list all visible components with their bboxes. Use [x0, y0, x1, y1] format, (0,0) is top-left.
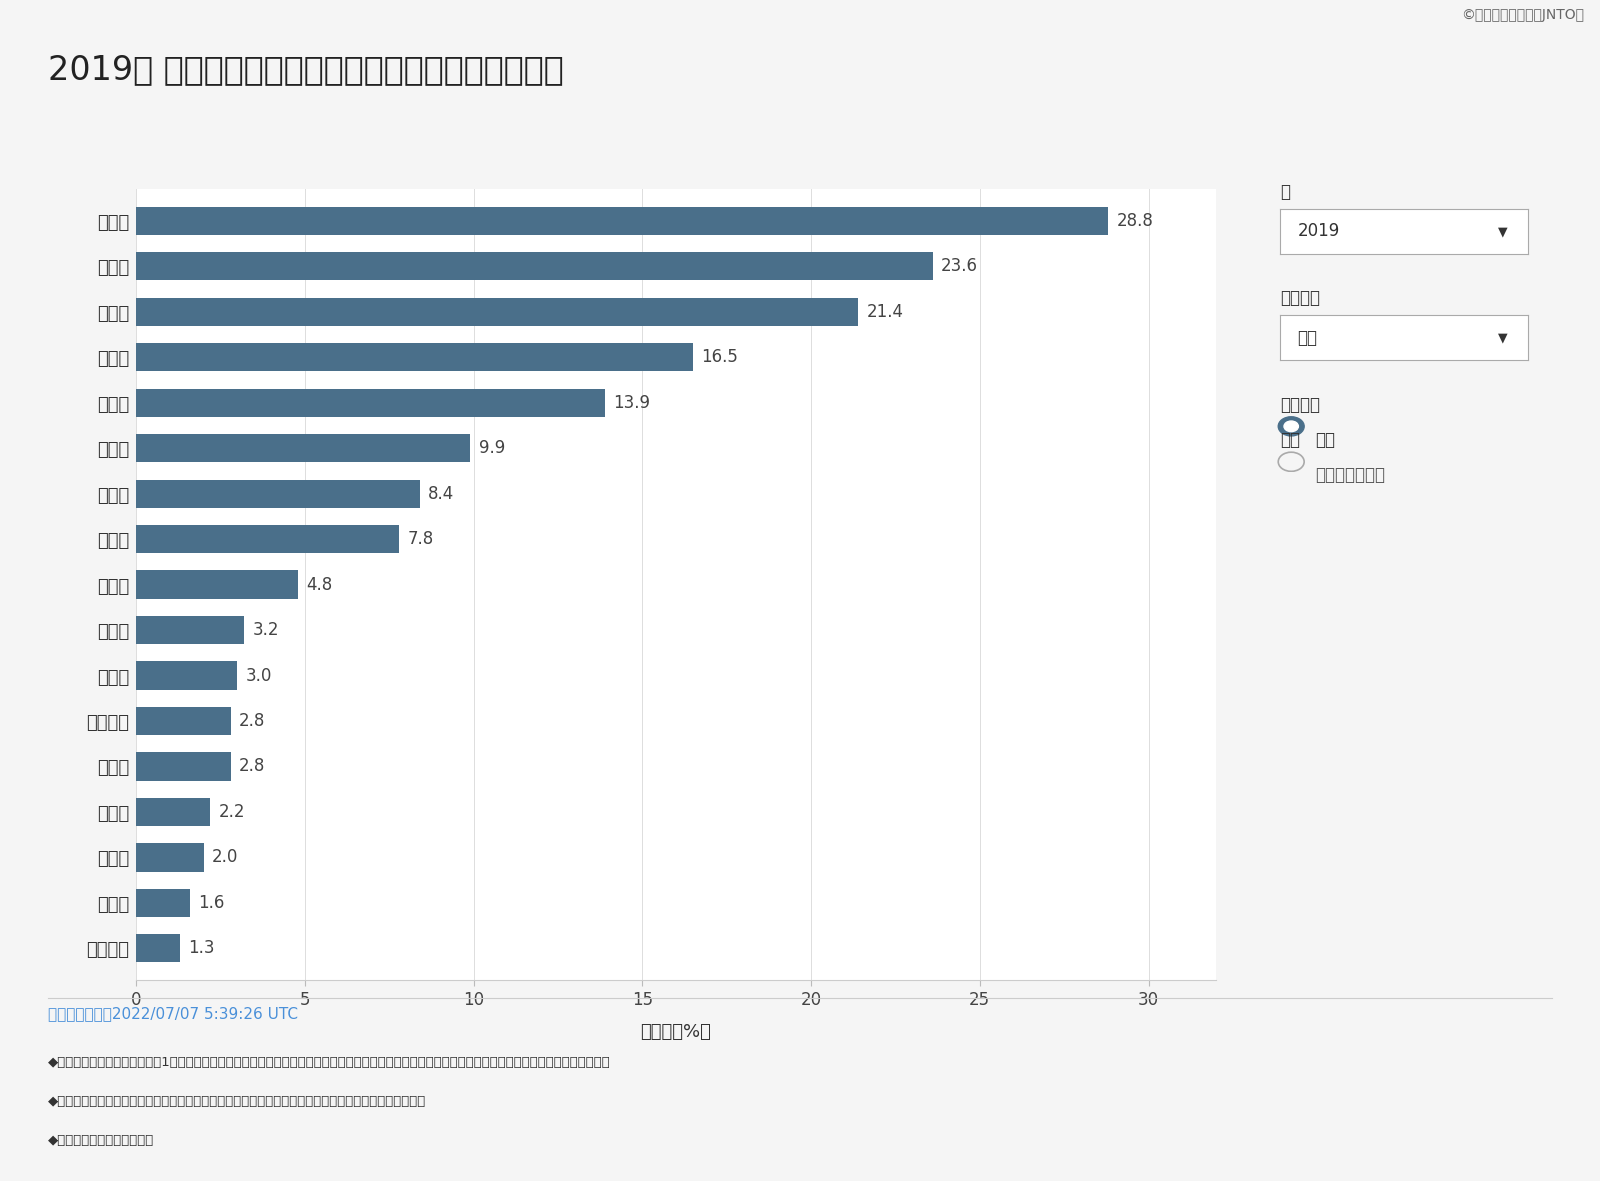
Text: 28.8: 28.8: [1117, 211, 1154, 230]
Bar: [136, 344, 693, 371]
Text: 16.5: 16.5: [701, 348, 738, 366]
Bar: [136, 889, 190, 916]
Circle shape: [1278, 417, 1304, 436]
Text: 2.0: 2.0: [211, 848, 238, 867]
Text: 23.6: 23.6: [941, 257, 978, 275]
Bar: [136, 752, 230, 781]
Bar: [136, 798, 210, 826]
Text: データ更新日：2022/07/07 5:39:26 UTC: データ更新日：2022/07/07 5:39:26 UTC: [48, 1006, 298, 1022]
Text: 3.0: 3.0: [246, 666, 272, 685]
Bar: [136, 707, 230, 735]
Text: ▼: ▼: [1498, 331, 1509, 345]
Bar: [136, 207, 1107, 235]
Bar: [136, 843, 203, 872]
Text: ◆それぞれの調査年で、国籍や訪日目的ごとの標本数が異なるため、比較においては注意が必要である。: ◆それぞれの調査年で、国籍や訪日目的ごとの標本数が異なるため、比較においては注意…: [48, 1095, 426, 1108]
Text: 韓国: 韓国: [1298, 328, 1317, 347]
Bar: [136, 435, 470, 462]
Text: 2.8: 2.8: [238, 712, 266, 730]
Text: 訪日目的: 訪日目的: [1280, 396, 1320, 413]
Text: 13.9: 13.9: [613, 393, 651, 412]
Text: 国・地域: 国・地域: [1280, 289, 1320, 307]
Text: 全体: 全体: [1315, 431, 1334, 449]
Text: 2.8: 2.8: [238, 757, 266, 776]
Text: 1.3: 1.3: [189, 939, 214, 958]
Text: 3.2: 3.2: [253, 621, 278, 639]
Bar: [136, 298, 858, 326]
Text: 2.2: 2.2: [219, 803, 245, 821]
Text: 年: 年: [1280, 183, 1290, 201]
Text: 全体: 全体: [1280, 431, 1299, 449]
Bar: [136, 616, 243, 644]
Bar: [136, 389, 605, 417]
Bar: [136, 479, 419, 508]
Text: 21.4: 21.4: [867, 302, 904, 321]
Text: ▼: ▼: [1498, 224, 1509, 239]
Circle shape: [1285, 420, 1299, 432]
Text: 観光・レジャー: 観光・レジャー: [1315, 466, 1386, 484]
Text: ©日本政府観光局（JNTO）: ©日本政府観光局（JNTO）: [1461, 8, 1584, 22]
Text: 9.9: 9.9: [478, 439, 506, 457]
Text: 2019年 都道府県別訪問率ランキング（韓国・全体）: 2019年 都道府県別訪問率ランキング（韓国・全体）: [48, 53, 563, 86]
Text: ◆値はすべて確報値である。: ◆値はすべて確報値である。: [48, 1134, 154, 1147]
Text: 2019: 2019: [1298, 222, 1339, 241]
Bar: [136, 526, 400, 553]
Text: 4.8: 4.8: [307, 575, 333, 594]
Bar: [136, 253, 933, 280]
Text: ◆日本を出国する訪日外国人（1年以上の滞在者、日本での居住者、日本に入国しないトランジット客、乗員を除く）を対象に行った聞き取り調査である。: ◆日本を出国する訪日外国人（1年以上の滞在者、日本での居住者、日本に入国しないト…: [48, 1056, 611, 1069]
Bar: [136, 570, 298, 599]
Text: 8.4: 8.4: [427, 484, 454, 503]
X-axis label: 訪問率（%）: 訪問率（%）: [640, 1023, 712, 1040]
Bar: [136, 934, 179, 963]
Bar: [136, 661, 237, 690]
Text: 7.8: 7.8: [408, 530, 434, 548]
Text: 1.6: 1.6: [198, 894, 226, 912]
